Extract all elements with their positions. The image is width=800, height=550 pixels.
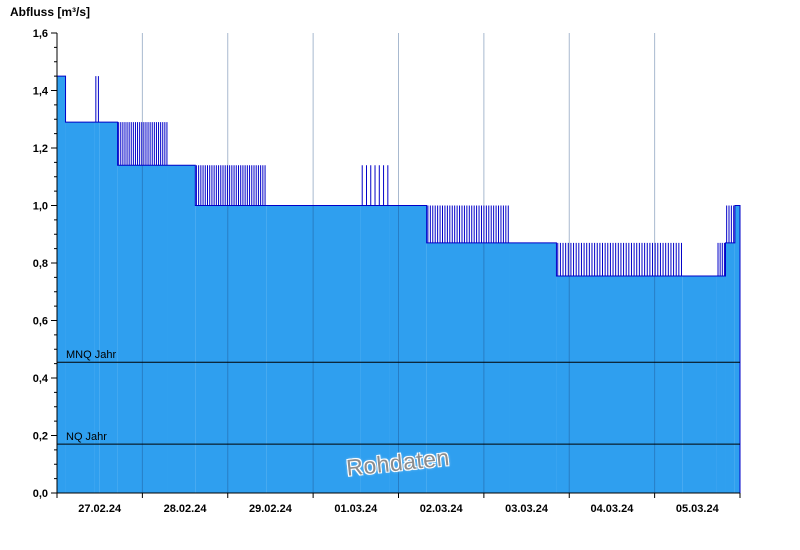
x-tick-label: 02.03.24 [420,503,464,515]
y-tick-label: 0,4 [33,373,49,385]
day-gridlines [141,33,656,493]
y-tick-label: 0,0 [33,488,48,500]
y-tick-label: 0,8 [33,258,48,270]
x-tick-label: 29.02.24 [249,503,293,515]
y-tick-label: 1,2 [33,143,48,155]
x-axis-ticks: 27.02.24 28.02.24 29.02.24 01.03.24 02.03.24… [56,493,741,515]
reference-line-label: NQ Jahr [66,431,107,443]
reference-line-label: MNQ Jahr [66,349,116,361]
x-tick-label: 01.03.24 [334,503,378,515]
y-tick-label: 1,6 [33,28,48,40]
y-tick-label: 1,0 [33,201,48,213]
y-tick-label: 1,4 [33,86,49,98]
y-tick-label: 0,2 [33,431,48,443]
discharge-area [57,76,740,493]
x-tick-label: 27.02.24 [78,503,122,515]
y-tick-label: 0,6 [33,316,48,328]
raw-data-spikes [95,76,735,276]
y-axis-ticks: 0,0 0,2 0,4 0,6 0,8 1,0 1,2 1,4 1,6 [33,28,57,500]
x-tick-label: 04.03.24 [591,503,635,515]
chart-title: Abfluss [m³/s] [10,5,91,19]
x-tick-label: 28.02.24 [164,503,208,515]
x-tick-label: 05.03.24 [676,503,720,515]
x-tick-label: 03.03.24 [505,503,549,515]
